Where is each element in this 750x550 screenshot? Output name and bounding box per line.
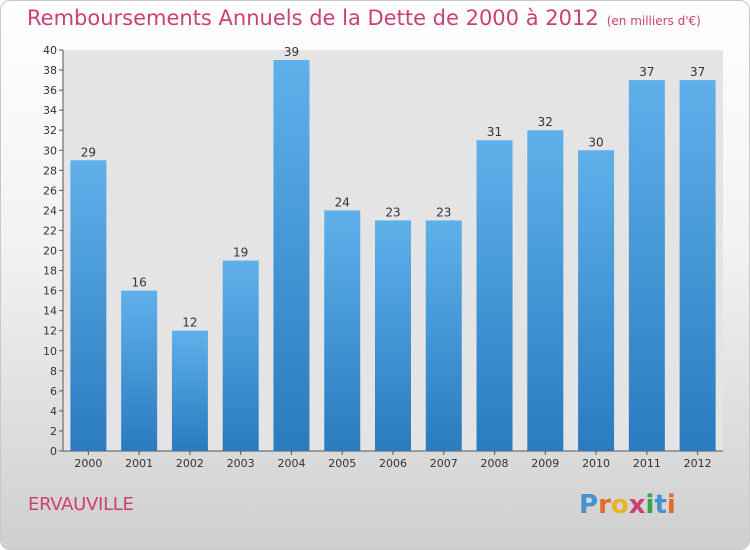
y-tick-label: 12	[43, 325, 57, 338]
logo-letter: P	[579, 490, 599, 520]
y-tick-label: 8	[50, 365, 57, 378]
x-tick-label: 2010	[582, 457, 610, 470]
y-tick-label: 18	[43, 265, 57, 278]
bar	[476, 140, 513, 451]
x-tick-label: 2007	[430, 457, 458, 470]
y-tick-label: 10	[43, 345, 57, 358]
data-label: 37	[639, 65, 654, 79]
data-label: 29	[81, 145, 96, 159]
logo-letter: i	[645, 490, 655, 520]
bar	[679, 80, 716, 451]
commune-name: ERVAUVILLE	[28, 494, 134, 515]
y-tick-label: 30	[43, 144, 57, 157]
y-tick-label: 28	[43, 164, 57, 177]
data-label: 23	[385, 205, 400, 219]
x-tick-label: 2000	[74, 457, 102, 470]
x-tick-label: 2012	[684, 457, 712, 470]
bar	[578, 150, 615, 451]
bar	[121, 290, 158, 451]
data-label: 24	[335, 195, 350, 209]
x-tick-label: 2002	[176, 457, 204, 470]
y-tick-label: 38	[43, 64, 57, 77]
bar	[70, 160, 107, 451]
x-tick-label: 2003	[227, 457, 255, 470]
logo-letter: x	[628, 490, 646, 520]
logo-letter: r	[598, 490, 611, 520]
bar	[375, 220, 411, 451]
proxiti-logo: Proxiti	[579, 490, 676, 520]
logo-letter: o	[610, 490, 629, 520]
y-tick-label: 2	[50, 425, 57, 438]
x-tick-label: 2011	[633, 457, 661, 470]
bar	[324, 210, 361, 451]
y-tick-label: 40	[43, 44, 57, 57]
x-tick-label: 2001	[125, 457, 153, 470]
y-tick-label: 6	[50, 385, 57, 398]
y-tick-label: 20	[43, 245, 57, 258]
y-tick-label: 22	[43, 224, 57, 237]
y-tick-label: 24	[43, 204, 57, 217]
data-label: 31	[487, 125, 502, 139]
bar	[628, 80, 665, 451]
data-label: 32	[538, 115, 553, 129]
bar	[425, 220, 462, 451]
data-label: 19	[233, 246, 248, 260]
data-label: 16	[132, 276, 147, 290]
bar	[171, 330, 208, 451]
chart-title-text: Remboursements Annuels de la Dette de 20…	[27, 6, 599, 30]
data-label: 37	[690, 65, 705, 79]
bar	[527, 130, 564, 451]
bar	[273, 60, 310, 452]
x-tick-label: 2005	[328, 457, 356, 470]
y-tick-label: 26	[43, 184, 57, 197]
data-label: 30	[588, 135, 603, 149]
data-label: 12	[182, 316, 197, 330]
y-tick-label: 14	[43, 305, 57, 318]
x-tick-label: 2004	[277, 457, 305, 470]
data-label: 23	[436, 205, 451, 219]
y-tick-label: 4	[50, 405, 57, 418]
y-tick-label: 16	[43, 285, 57, 298]
chart-subtitle: (en milliers d'€)	[606, 14, 701, 28]
data-label: 39	[284, 45, 299, 59]
x-tick-label: 2006	[379, 457, 407, 470]
bar	[222, 260, 259, 451]
y-tick-label: 34	[43, 104, 57, 117]
y-tick-label: 36	[43, 84, 57, 97]
x-tick-label: 2008	[481, 457, 509, 470]
chart-title: Remboursements Annuels de la Dette de 20…	[27, 6, 701, 30]
y-tick-label: 0	[50, 445, 57, 458]
logo-letter: t	[654, 490, 667, 520]
y-tick-label: 32	[43, 124, 57, 137]
logo-letter: i	[666, 490, 676, 520]
x-tick-label: 2009	[531, 457, 559, 470]
